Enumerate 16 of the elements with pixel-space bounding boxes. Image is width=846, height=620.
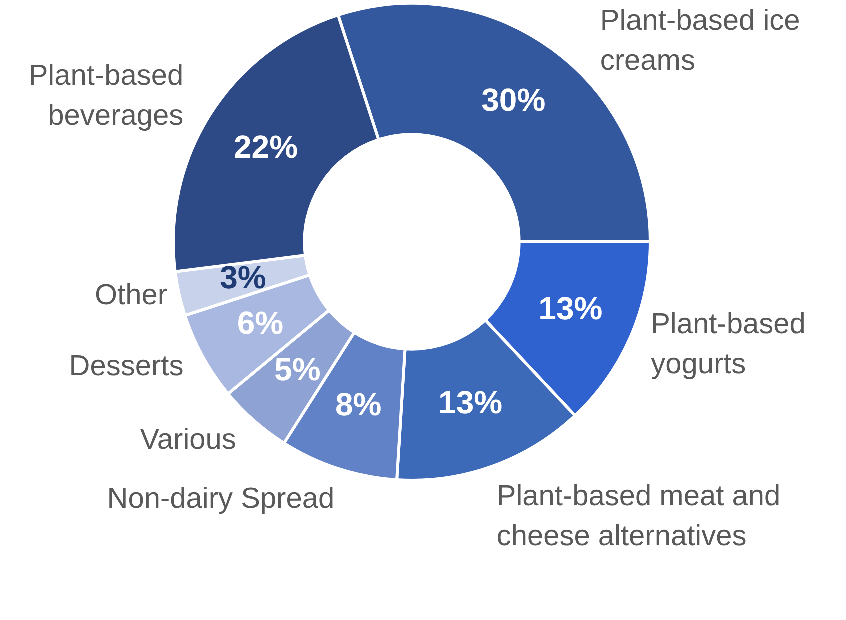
slice-label: Plant-based beverages (28, 60, 184, 132)
slice-label: Non-dairy Spread (107, 483, 335, 516)
data-label: 13% (438, 384, 503, 421)
data-label: 8% (335, 386, 382, 422)
data-label: 13% (538, 290, 603, 326)
slice-label: Other (95, 280, 168, 312)
slice-label: Desserts (69, 350, 184, 382)
data-label: 5% (274, 352, 321, 388)
data-label: 3% (220, 260, 266, 296)
slice-label: Various (140, 424, 236, 456)
slice-label: Plant-based meat and cheese alternatives (496, 480, 781, 553)
slice-label: Plant-based ice creams (600, 5, 800, 77)
data-label: 30% (482, 82, 546, 118)
data-label: 22% (234, 129, 298, 166)
data-label: 6% (237, 305, 284, 342)
slice-label: Plant-based yogurts (651, 308, 806, 380)
